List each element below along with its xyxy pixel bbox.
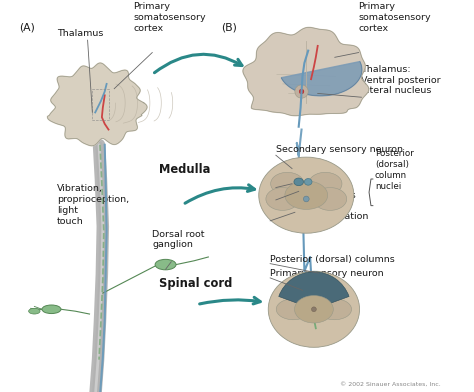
- Ellipse shape: [259, 157, 354, 233]
- Text: Thalamus:
Ventral posterior
lateral nucleus: Thalamus: Ventral posterior lateral nucl…: [362, 65, 441, 95]
- Ellipse shape: [285, 181, 328, 209]
- Polygon shape: [281, 62, 362, 96]
- Ellipse shape: [266, 187, 299, 211]
- Text: Medulla: Medulla: [159, 163, 210, 176]
- Text: Dorsal root
ganglion: Dorsal root ganglion: [152, 230, 205, 249]
- Polygon shape: [47, 63, 147, 146]
- Ellipse shape: [294, 178, 303, 186]
- Circle shape: [295, 85, 308, 98]
- Text: Vibration,
proprioception,
light
touch: Vibration, proprioception, light touch: [57, 185, 129, 226]
- Ellipse shape: [317, 299, 352, 320]
- Text: Primary
somatosensory
cortex: Primary somatosensory cortex: [359, 2, 431, 33]
- Ellipse shape: [294, 296, 333, 323]
- Text: Gracile nucleus: Gracile nucleus: [276, 179, 349, 188]
- Polygon shape: [243, 27, 369, 116]
- Text: Thalamus: Thalamus: [57, 29, 103, 38]
- Ellipse shape: [276, 299, 310, 320]
- Circle shape: [311, 307, 316, 312]
- Ellipse shape: [309, 172, 342, 195]
- Text: Posterior (dorsal) columns: Posterior (dorsal) columns: [270, 255, 395, 264]
- Ellipse shape: [271, 172, 304, 195]
- Ellipse shape: [268, 271, 360, 347]
- Circle shape: [303, 196, 309, 202]
- Circle shape: [299, 89, 304, 94]
- Text: (A): (A): [19, 23, 35, 33]
- Text: Primary
somatosensory
cortex: Primary somatosensory cortex: [133, 2, 206, 33]
- Ellipse shape: [42, 305, 61, 314]
- Wedge shape: [279, 272, 349, 309]
- Text: Primary sensory neuron: Primary sensory neuron: [270, 269, 384, 278]
- Text: © 2002 Sinauer Associates, Inc.: © 2002 Sinauer Associates, Inc.: [339, 381, 440, 387]
- Ellipse shape: [28, 309, 40, 314]
- Text: Spinal cord: Spinal cord: [159, 278, 232, 290]
- Text: Cuneate nucleus: Cuneate nucleus: [276, 191, 356, 200]
- Ellipse shape: [155, 260, 176, 270]
- Text: Sensory decussation: Sensory decussation: [270, 212, 369, 221]
- Text: Posterior
(dorsal)
column
nuclei: Posterior (dorsal) column nuclei: [375, 149, 414, 191]
- Ellipse shape: [313, 187, 346, 211]
- Ellipse shape: [304, 178, 312, 185]
- Text: (B): (B): [221, 23, 237, 33]
- Text: Secondary sensory neuron: Secondary sensory neuron: [276, 145, 403, 154]
